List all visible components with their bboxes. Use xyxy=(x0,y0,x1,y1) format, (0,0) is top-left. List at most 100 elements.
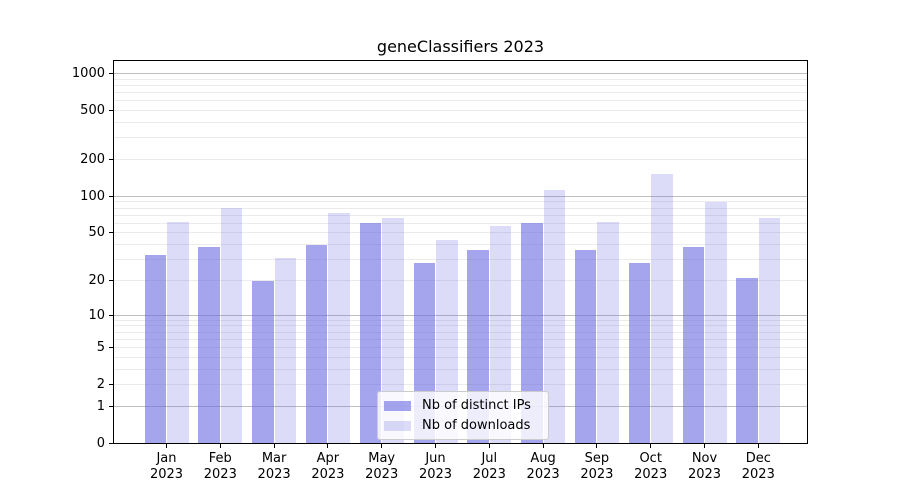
y-tick-mark xyxy=(109,159,113,161)
legend-swatch-distinct-ips xyxy=(384,400,411,411)
y-tick-label: 200 xyxy=(80,152,105,168)
bar-distinct-ips-mar xyxy=(252,280,274,444)
x-tick-month: Mar xyxy=(261,451,287,466)
y-tick-mark xyxy=(109,443,113,444)
bar-downloads-aug xyxy=(543,190,566,444)
x-tick-label: Nov 2023 xyxy=(675,451,735,483)
bar-downloads-jan xyxy=(167,221,189,444)
x-tick-mark xyxy=(704,444,705,448)
x-tick-year: 2023 xyxy=(634,467,668,482)
x-tick-label: Jun 2023 xyxy=(406,451,466,483)
x-tick-label: Oct 2023 xyxy=(621,451,681,483)
x-tick-year: 2023 xyxy=(365,467,399,482)
x-tick-month: Apr xyxy=(316,451,340,466)
x-tick-mark xyxy=(435,444,436,448)
x-tick-mark xyxy=(650,444,652,448)
x-tick-label: Feb 2023 xyxy=(190,451,250,483)
x-tick-month: Jun xyxy=(425,451,446,466)
x-tick-label: Apr 2023 xyxy=(298,451,358,483)
y-tick-label: 0 xyxy=(96,436,105,451)
x-tick-mark xyxy=(542,444,544,448)
x-tick-month: Dec xyxy=(745,451,771,466)
minor-gridline xyxy=(113,122,808,124)
x-tick-mark xyxy=(219,444,221,448)
bar-distinct-ips-apr xyxy=(305,244,328,444)
minor-gridline xyxy=(113,214,808,216)
bar-downloads-sep xyxy=(597,221,619,444)
minor-gridline xyxy=(113,338,808,340)
minor-gridline xyxy=(113,78,808,80)
major-gridline xyxy=(113,195,808,197)
bar-distinct-ips-feb xyxy=(198,247,220,444)
x-tick-label: Mar 2023 xyxy=(244,451,304,483)
x-tick-year: 2023 xyxy=(203,467,237,482)
bar-distinct-ips-sep xyxy=(574,250,597,444)
y-tick-mark xyxy=(109,405,113,407)
x-tick-mark xyxy=(327,444,329,448)
y-tick-mark xyxy=(109,73,113,75)
minor-gridline xyxy=(113,222,808,224)
x-tick-year: 2023 xyxy=(257,467,291,482)
y-tick-mark xyxy=(109,110,113,112)
bar-downloads-may xyxy=(382,217,404,444)
y-tick-label: 10 xyxy=(88,307,105,323)
minor-gridline xyxy=(113,356,808,358)
x-tick-year: 2023 xyxy=(472,467,506,482)
y-tick-label: 50 xyxy=(88,225,105,241)
x-tick-month: Sep xyxy=(584,451,610,466)
x-tick-year: 2023 xyxy=(580,467,614,482)
minor-gridline xyxy=(113,207,808,209)
minor-gridline xyxy=(113,384,808,386)
minor-gridline xyxy=(113,85,808,87)
bar-downloads-dec xyxy=(758,217,781,444)
x-tick-year: 2023 xyxy=(311,467,345,482)
x-tick-mark xyxy=(596,444,598,448)
bar-distinct-ips-oct xyxy=(628,263,651,444)
y-tick-mark xyxy=(109,314,113,316)
legend-item-downloads: Nb of downloads xyxy=(384,417,540,434)
bar-distinct-ips-aug xyxy=(521,222,543,444)
y-tick-mark xyxy=(109,232,113,234)
bar-downloads-nov xyxy=(705,201,727,444)
x-tick-month: Jul xyxy=(481,451,498,466)
major-gridline xyxy=(113,73,808,75)
x-tick-mark xyxy=(757,444,759,448)
x-tick-mark xyxy=(381,444,383,448)
minor-gridline xyxy=(113,201,808,203)
x-tick-month: May xyxy=(368,451,396,466)
x-tick-year: 2023 xyxy=(526,467,560,482)
y-tick-mark xyxy=(109,280,113,281)
minor-gridline xyxy=(113,280,808,281)
x-tick-label: Aug 2023 xyxy=(513,451,573,483)
x-tick-year: 2023 xyxy=(687,467,722,482)
x-tick-mark xyxy=(488,444,490,448)
x-tick-label: May 2023 xyxy=(352,451,412,483)
x-tick-label: Sep 2023 xyxy=(567,451,627,483)
y-tick-label: 1000 xyxy=(71,66,105,82)
y-tick-label: 500 xyxy=(80,103,105,119)
bar-distinct-ips-may xyxy=(359,223,382,444)
x-tick-year: 2023 xyxy=(741,467,775,482)
bar-downloads-oct xyxy=(651,174,673,444)
bar-distinct-ips-jan xyxy=(144,254,166,444)
bar-distinct-ips-dec xyxy=(736,278,758,444)
x-tick-label: Jan 2023 xyxy=(137,451,197,483)
minor-gridline xyxy=(113,137,808,139)
y-tick-mark xyxy=(109,384,113,386)
x-tick-year: 2023 xyxy=(149,467,184,482)
minor-gridline xyxy=(113,331,808,333)
y-tick-label: 5 xyxy=(96,340,105,356)
major-gridline xyxy=(113,314,808,316)
minor-gridline xyxy=(113,244,808,246)
x-tick-month: Aug xyxy=(530,451,556,466)
legend-label-distinct-ips: Nb of distinct IPs xyxy=(422,398,531,413)
x-tick-mark xyxy=(273,444,275,448)
x-tick-month: Feb xyxy=(208,451,232,466)
minor-gridline xyxy=(113,110,808,112)
y-tick-mark xyxy=(109,347,113,349)
minor-gridline xyxy=(113,100,808,102)
minor-gridline xyxy=(113,325,808,327)
legend-item-distinct-ips: Nb of distinct IPs xyxy=(384,397,540,414)
x-tick-label: Dec 2023 xyxy=(728,451,788,483)
